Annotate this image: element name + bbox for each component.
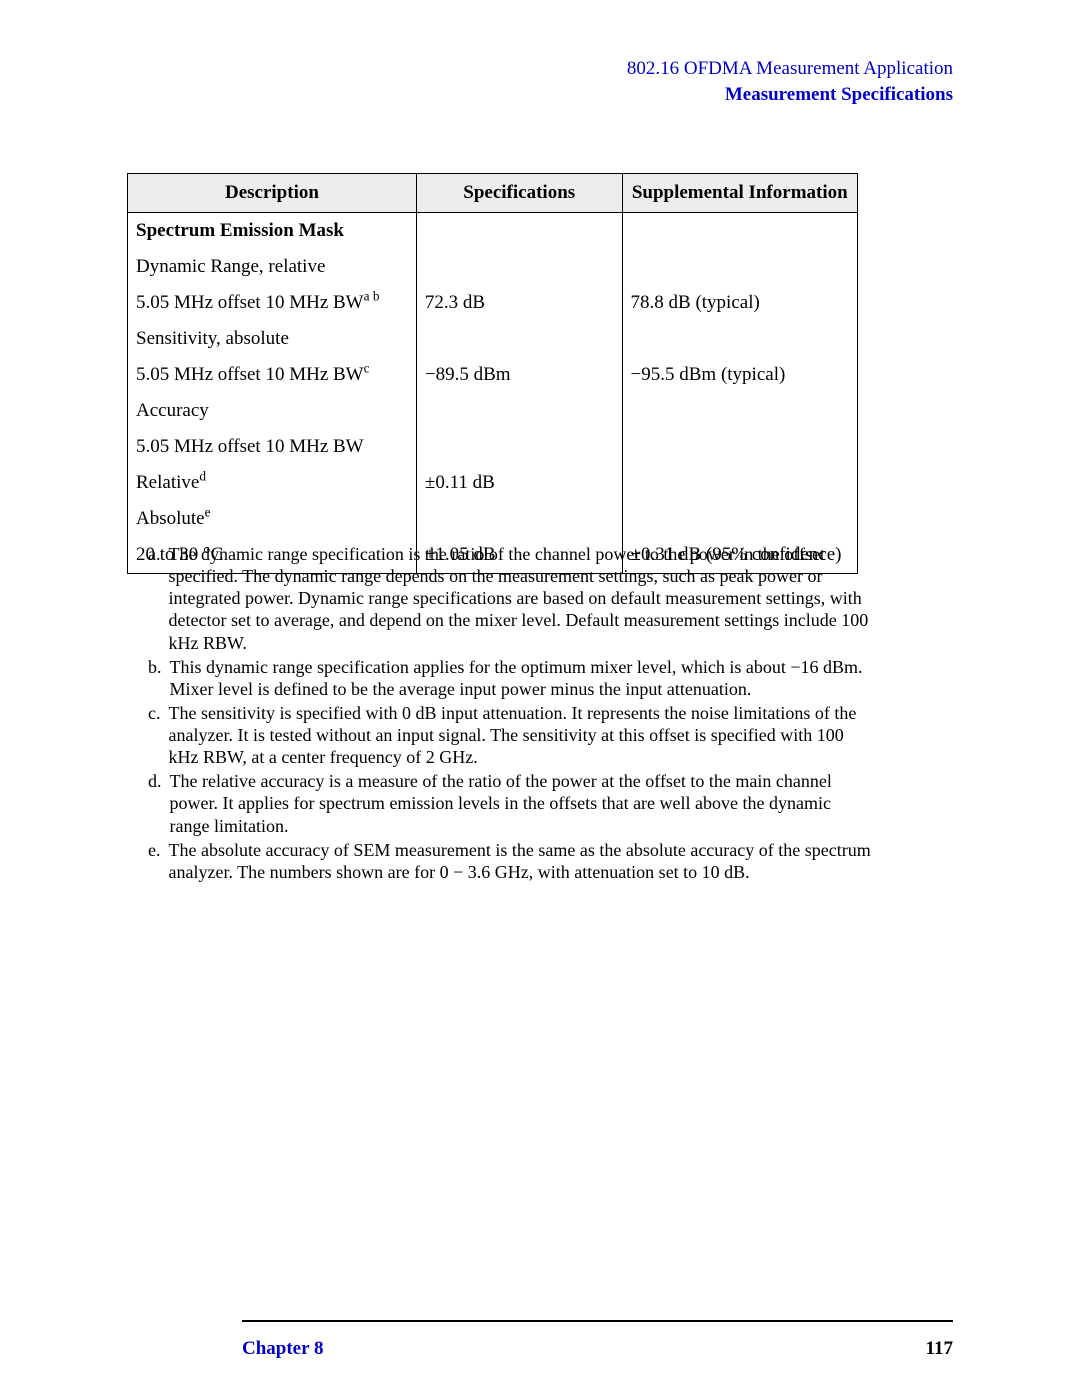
- cell-spec: ±0.11 dB: [416, 465, 622, 501]
- desc-text: 5.05 MHz offset 10 MHz BW: [136, 292, 364, 313]
- cell-spec: [416, 213, 622, 250]
- footnote-letter: b.: [148, 656, 170, 700]
- cell-supp: 78.8 dB (typical): [622, 285, 857, 321]
- cell-desc: Accuracy: [128, 393, 417, 429]
- table-row: Sensitivity, absolute: [128, 321, 858, 357]
- footer-rule: [242, 1320, 953, 1322]
- col-supplemental: Supplemental Information: [622, 174, 857, 213]
- cell-spec: [416, 501, 622, 537]
- footnote-text: The sensitivity is specified with 0 dB i…: [169, 702, 874, 768]
- footnote-a: a. The dynamic range specification is th…: [148, 543, 873, 654]
- table-row: Relatived ±0.11 dB: [128, 465, 858, 501]
- desc-text: 5.05 MHz offset 10 MHz BW: [136, 364, 364, 385]
- page-header: 802.16 OFDMA Measurement Application Mea…: [627, 56, 953, 107]
- footer-page-number: 117: [926, 1338, 953, 1360]
- footnote-ref: c: [364, 361, 370, 376]
- footnote-ref: d: [199, 469, 206, 484]
- footnotes: a. The dynamic range specification is th…: [148, 543, 873, 885]
- spec-table: Description Specifications Supplemental …: [127, 173, 858, 574]
- footnote-letter: a.: [148, 543, 169, 654]
- cell-desc: Sensitivity, absolute: [128, 321, 417, 357]
- page-footer: Chapter 8 117: [242, 1338, 953, 1360]
- header-subtitle: Measurement Specifications: [627, 82, 953, 108]
- cell-desc: Relatived: [128, 465, 417, 501]
- footnote-text: The absolute accuracy of SEM measurement…: [169, 839, 874, 883]
- table-row: 5.05 MHz offset 10 MHz BWa b 72.3 dB 78.…: [128, 285, 858, 321]
- desc-text: Absolute: [136, 508, 205, 529]
- cell-desc: 5.05 MHz offset 10 MHz BW: [128, 429, 417, 465]
- cell-desc: Absolutee: [128, 501, 417, 537]
- footnote-ref: e: [205, 505, 211, 520]
- footer-chapter: Chapter 8: [242, 1338, 323, 1360]
- cell-desc: 5.05 MHz offset 10 MHz BWa b: [128, 285, 417, 321]
- cell-desc: 5.05 MHz offset 10 MHz BWc: [128, 357, 417, 393]
- footnote-text: The dynamic range specification is the r…: [169, 543, 874, 654]
- cell-spec: 72.3 dB: [416, 285, 622, 321]
- cell-desc: Spectrum Emission Mask: [128, 213, 417, 250]
- cell-supp: [622, 321, 857, 357]
- cell-supp: [622, 465, 857, 501]
- footnote-text: This dynamic range specification applies…: [170, 656, 874, 700]
- table-header-row: Description Specifications Supplemental …: [128, 174, 858, 213]
- table-row: Spectrum Emission Mask: [128, 213, 858, 250]
- footnote-letter: e.: [148, 839, 169, 883]
- footnote-b: b. This dynamic range specification appl…: [148, 656, 873, 700]
- cell-supp: −95.5 dBm (typical): [622, 357, 857, 393]
- desc-text: Relative: [136, 472, 199, 493]
- col-specifications: Specifications: [416, 174, 622, 213]
- table-row: Accuracy: [128, 393, 858, 429]
- col-description: Description: [128, 174, 417, 213]
- footnote-e: e. The absolute accuracy of SEM measurem…: [148, 839, 873, 883]
- cell-spec: −89.5 dBm: [416, 357, 622, 393]
- footnote-letter: c.: [148, 702, 169, 768]
- header-title: 802.16 OFDMA Measurement Application: [627, 56, 953, 82]
- footnote-text: The relative accuracy is a measure of th…: [170, 770, 874, 836]
- table-row: Absolutee: [128, 501, 858, 537]
- cell-supp: [622, 501, 857, 537]
- table-row: 5.05 MHz offset 10 MHz BWc −89.5 dBm −95…: [128, 357, 858, 393]
- cell-spec: [416, 393, 622, 429]
- footnote-c: c. The sensitivity is specified with 0 d…: [148, 702, 873, 768]
- cell-spec: [416, 321, 622, 357]
- cell-supp: [622, 249, 857, 285]
- cell-supp: [622, 393, 857, 429]
- table-row: Dynamic Range, relative: [128, 249, 858, 285]
- page: 802.16 OFDMA Measurement Application Mea…: [0, 0, 1080, 1397]
- cell-desc: Dynamic Range, relative: [128, 249, 417, 285]
- footnote-ref: a b: [364, 289, 380, 304]
- cell-supp: [622, 429, 857, 465]
- footnote-letter: d.: [148, 770, 170, 836]
- cell-supp: [622, 213, 857, 250]
- footnote-d: d. The relative accuracy is a measure of…: [148, 770, 873, 836]
- table-row: 5.05 MHz offset 10 MHz BW: [128, 429, 858, 465]
- cell-spec: [416, 429, 622, 465]
- cell-spec: [416, 249, 622, 285]
